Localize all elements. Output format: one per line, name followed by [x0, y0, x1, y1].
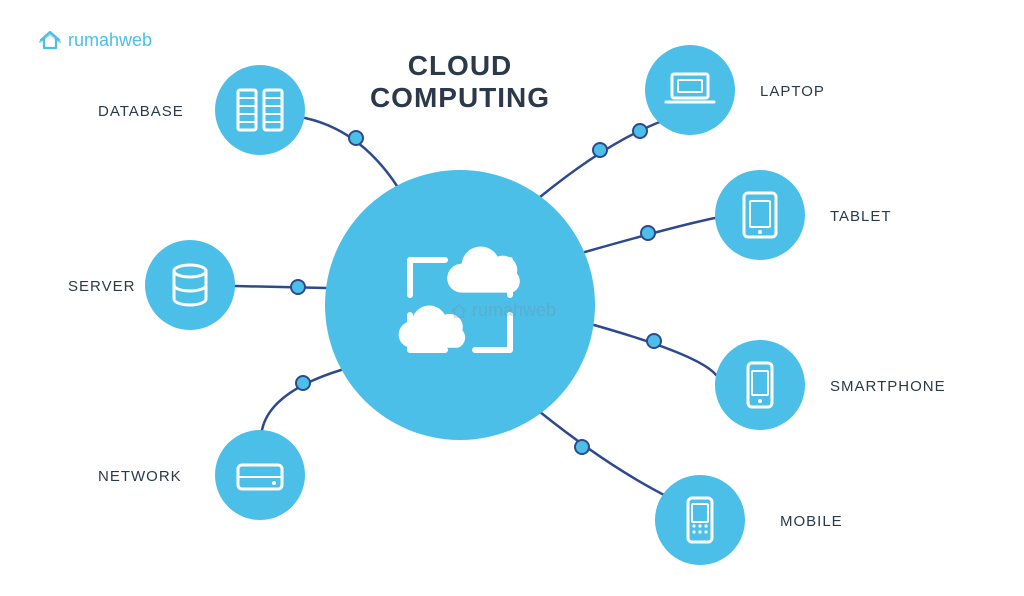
diagram-title: CLOUD COMPUTING: [340, 50, 580, 114]
edge-dot: [296, 376, 310, 390]
diagram-canvas: rumahweb CLOUD COMPUTING rumahweb DATABA…: [0, 0, 1024, 596]
edge-smartphone: [594, 325, 716, 375]
center-node: [325, 170, 595, 440]
node-database: [215, 65, 305, 155]
edge-dot: [641, 226, 655, 240]
title-line2: COMPUTING: [370, 82, 550, 113]
label-database: DATABASE: [98, 103, 184, 120]
edge-database: [305, 118, 397, 186]
label-mobile: MOBILE: [780, 513, 843, 530]
edge-dot: [633, 124, 647, 138]
label-server: SERVER: [68, 278, 135, 295]
edge-server: [235, 286, 326, 288]
edge-mobile: [540, 412, 670, 498]
node-smartphone: [715, 340, 805, 430]
edge-dot: [647, 334, 661, 348]
edge-dot: [593, 143, 607, 157]
node-laptop: [645, 45, 735, 135]
node-network: [215, 430, 305, 520]
node-tablet: [715, 170, 805, 260]
title-line1: CLOUD: [408, 50, 513, 81]
label-smartphone: SMARTPHONE: [830, 378, 946, 395]
edge-dot: [575, 440, 589, 454]
node-mobile: [655, 475, 745, 565]
label-network: NETWORK: [98, 468, 182, 485]
label-tablet: TABLET: [830, 208, 892, 225]
node-server: [145, 240, 235, 330]
edge-dot: [349, 131, 363, 145]
label-laptop: LAPTOP: [760, 83, 825, 100]
edge-dot: [291, 280, 305, 294]
